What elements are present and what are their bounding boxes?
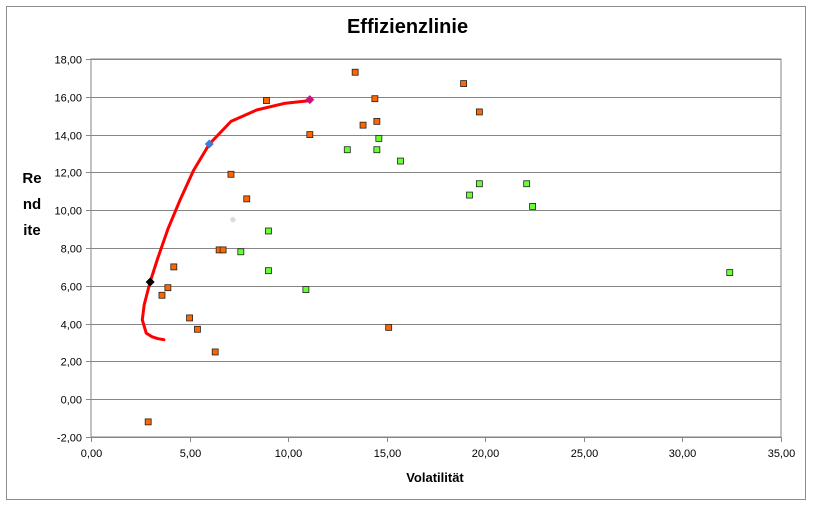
data-point bbox=[397, 157, 404, 165]
data-point bbox=[263, 97, 270, 104]
highlight-point bbox=[204, 139, 214, 149]
data-point bbox=[219, 246, 227, 254]
faint-point bbox=[229, 216, 236, 223]
data-point bbox=[237, 248, 245, 256]
data-point bbox=[460, 80, 468, 87]
highlight-point bbox=[305, 95, 315, 105]
x-tick-label: 10,00 bbox=[275, 448, 303, 460]
efficiency-line bbox=[140, 99, 312, 342]
data-point bbox=[243, 195, 251, 203]
data-point bbox=[375, 134, 383, 142]
x-tick-label: 5,00 bbox=[180, 448, 201, 460]
data-point bbox=[164, 284, 172, 292]
y-axis-label: Rendite bbox=[22, 170, 42, 239]
data-point bbox=[726, 269, 734, 276]
y-tick-label: 10,00 bbox=[54, 206, 82, 218]
y-tick-label: 14,00 bbox=[54, 131, 82, 143]
chart-title: Effizienzlinie bbox=[346, 16, 469, 38]
data-point bbox=[194, 325, 201, 333]
x-tick-label: 30,00 bbox=[669, 448, 697, 460]
data-point bbox=[158, 291, 166, 299]
data-point bbox=[227, 170, 235, 178]
x-tick-label: 15,00 bbox=[374, 448, 402, 460]
y-tick-label: 16,00 bbox=[54, 93, 82, 105]
data-point bbox=[523, 180, 531, 188]
y-tick-label: 4,00 bbox=[61, 320, 82, 332]
x-tick-label: 35,00 bbox=[768, 448, 796, 460]
data-point bbox=[351, 68, 359, 76]
y-tick-label: 12,00 bbox=[54, 168, 82, 180]
x-tick-label: 0,00 bbox=[81, 448, 102, 460]
data-point bbox=[385, 323, 393, 331]
data-point bbox=[373, 146, 381, 154]
y-tick-label: 8,00 bbox=[61, 244, 82, 256]
data-point bbox=[373, 117, 381, 125]
x-axis-label: Volatilität bbox=[406, 470, 464, 485]
data-point bbox=[265, 267, 272, 275]
data-point bbox=[371, 95, 379, 103]
data-point bbox=[186, 314, 193, 322]
data-point bbox=[265, 227, 272, 235]
y-tick-label: 6,00 bbox=[61, 282, 82, 294]
data-point bbox=[475, 180, 483, 188]
data-point bbox=[466, 191, 473, 199]
data-point bbox=[302, 286, 310, 293]
highlight-point bbox=[145, 277, 155, 287]
y-tick-label: -2,00 bbox=[57, 433, 82, 445]
y-tick-label: 18,00 bbox=[54, 55, 82, 67]
data-point bbox=[170, 263, 178, 271]
data-point bbox=[144, 418, 152, 426]
data-point bbox=[475, 108, 483, 116]
x-tick-label: 20,00 bbox=[472, 448, 500, 460]
data-point bbox=[343, 146, 351, 154]
data-point bbox=[211, 348, 219, 356]
x-tick-label: 25,00 bbox=[571, 448, 599, 460]
data-point bbox=[529, 203, 536, 210]
y-tick-label: 2,00 bbox=[61, 357, 82, 369]
y-tick-label: 0,00 bbox=[61, 395, 82, 407]
data-point bbox=[306, 131, 314, 139]
data-point bbox=[359, 121, 367, 129]
